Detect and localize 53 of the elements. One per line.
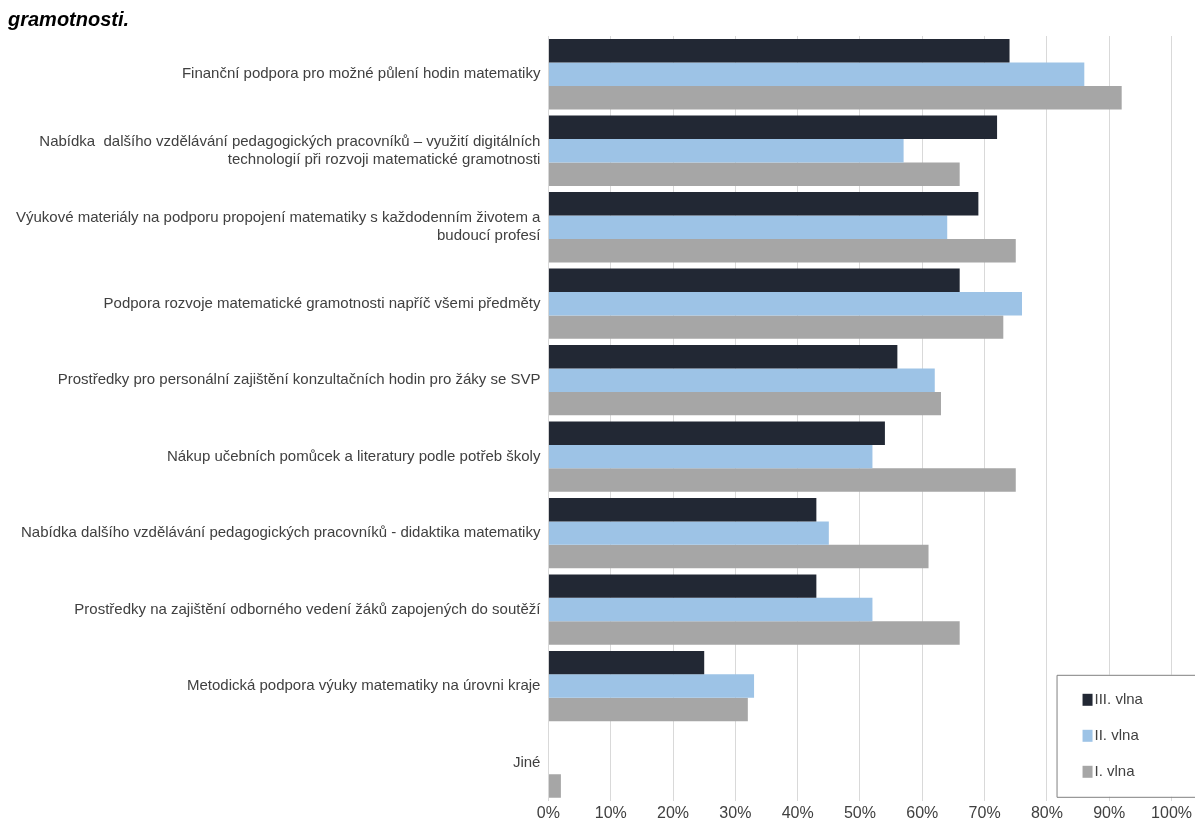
x-tick-label: 80%	[1030, 803, 1063, 821]
y-tick-label: Nákup učebních pomůcek a literatury podle potřeb školy	[166, 446, 541, 464]
y-tick-label: Výukové materiály na podporu propojení matematiky s každodenním životem a budoucí profesí	[16, 208, 542, 244]
legend-label: II. vlna	[1094, 725, 1140, 743]
x-tick-label: 90%	[1093, 803, 1126, 821]
bar	[548, 138, 904, 163]
x-tick-label: 30%	[719, 803, 752, 821]
bar	[548, 597, 873, 622]
y-tick-label: Jiné	[512, 752, 541, 770]
y-tick-label: Metodická podpora výuky matematiky na úrovni kraje	[186, 676, 541, 694]
x-tick-label: 20%	[657, 803, 690, 821]
bar	[548, 192, 979, 216]
y-tick-label: Finanční podpora pro možné půlení hodin matematiky	[181, 64, 541, 82]
bar	[548, 39, 1010, 63]
bar	[548, 574, 817, 598]
bar	[548, 621, 960, 645]
bar	[548, 674, 755, 698]
x-tick-label: 10%	[594, 803, 627, 821]
bar	[548, 391, 941, 416]
y-tick-label: Prostředky na zajištění odborného vedení žáků zapojených do soutěží	[74, 599, 542, 617]
bar	[548, 421, 885, 445]
bar	[548, 444, 873, 469]
x-tick-label: 100%	[1151, 803, 1192, 821]
y-tick-label: Podpora rozvoje matematické gramotnosti napříč všemi předměty	[103, 293, 541, 311]
y-tick-label: Nabídka dalšího vzdělávání pedagogických pracovníků – využití digitálních technologií při rozvoji matematické gramotnosti	[39, 131, 541, 167]
bar	[548, 162, 960, 186]
legend-label: III. vlna	[1094, 689, 1144, 707]
bar	[548, 368, 935, 392]
bar	[548, 115, 998, 139]
bar	[548, 650, 705, 675]
x-tick-label: 60%	[906, 803, 939, 821]
bar	[548, 215, 948, 239]
bar	[548, 544, 929, 569]
x-tick-label: 40%	[781, 803, 814, 821]
bar	[548, 238, 1016, 263]
bar	[548, 62, 1085, 86]
bar	[548, 268, 960, 292]
y-tick-label: Prostředky pro personální zajištění konzultačních hodin pro žáky se SVP	[57, 370, 541, 388]
bar	[548, 315, 1004, 339]
bar	[548, 85, 1122, 110]
text: gramotnosti.	[7, 7, 130, 30]
bar	[548, 468, 1016, 492]
bar	[548, 497, 817, 522]
bar	[548, 344, 898, 369]
legend-label: I. vlna	[1094, 761, 1136, 779]
x-tick-label: 70%	[968, 803, 1001, 821]
x-tick-label: 50%	[843, 803, 876, 821]
bar	[548, 697, 748, 722]
bar	[548, 774, 561, 798]
x-tick-label: 0%	[536, 803, 560, 821]
bar	[548, 291, 1022, 316]
bar	[548, 521, 829, 545]
y-tick-label: Nabídka dalšího vzdělávání pedagogických pracovníků - didaktika matematiky	[20, 523, 541, 541]
